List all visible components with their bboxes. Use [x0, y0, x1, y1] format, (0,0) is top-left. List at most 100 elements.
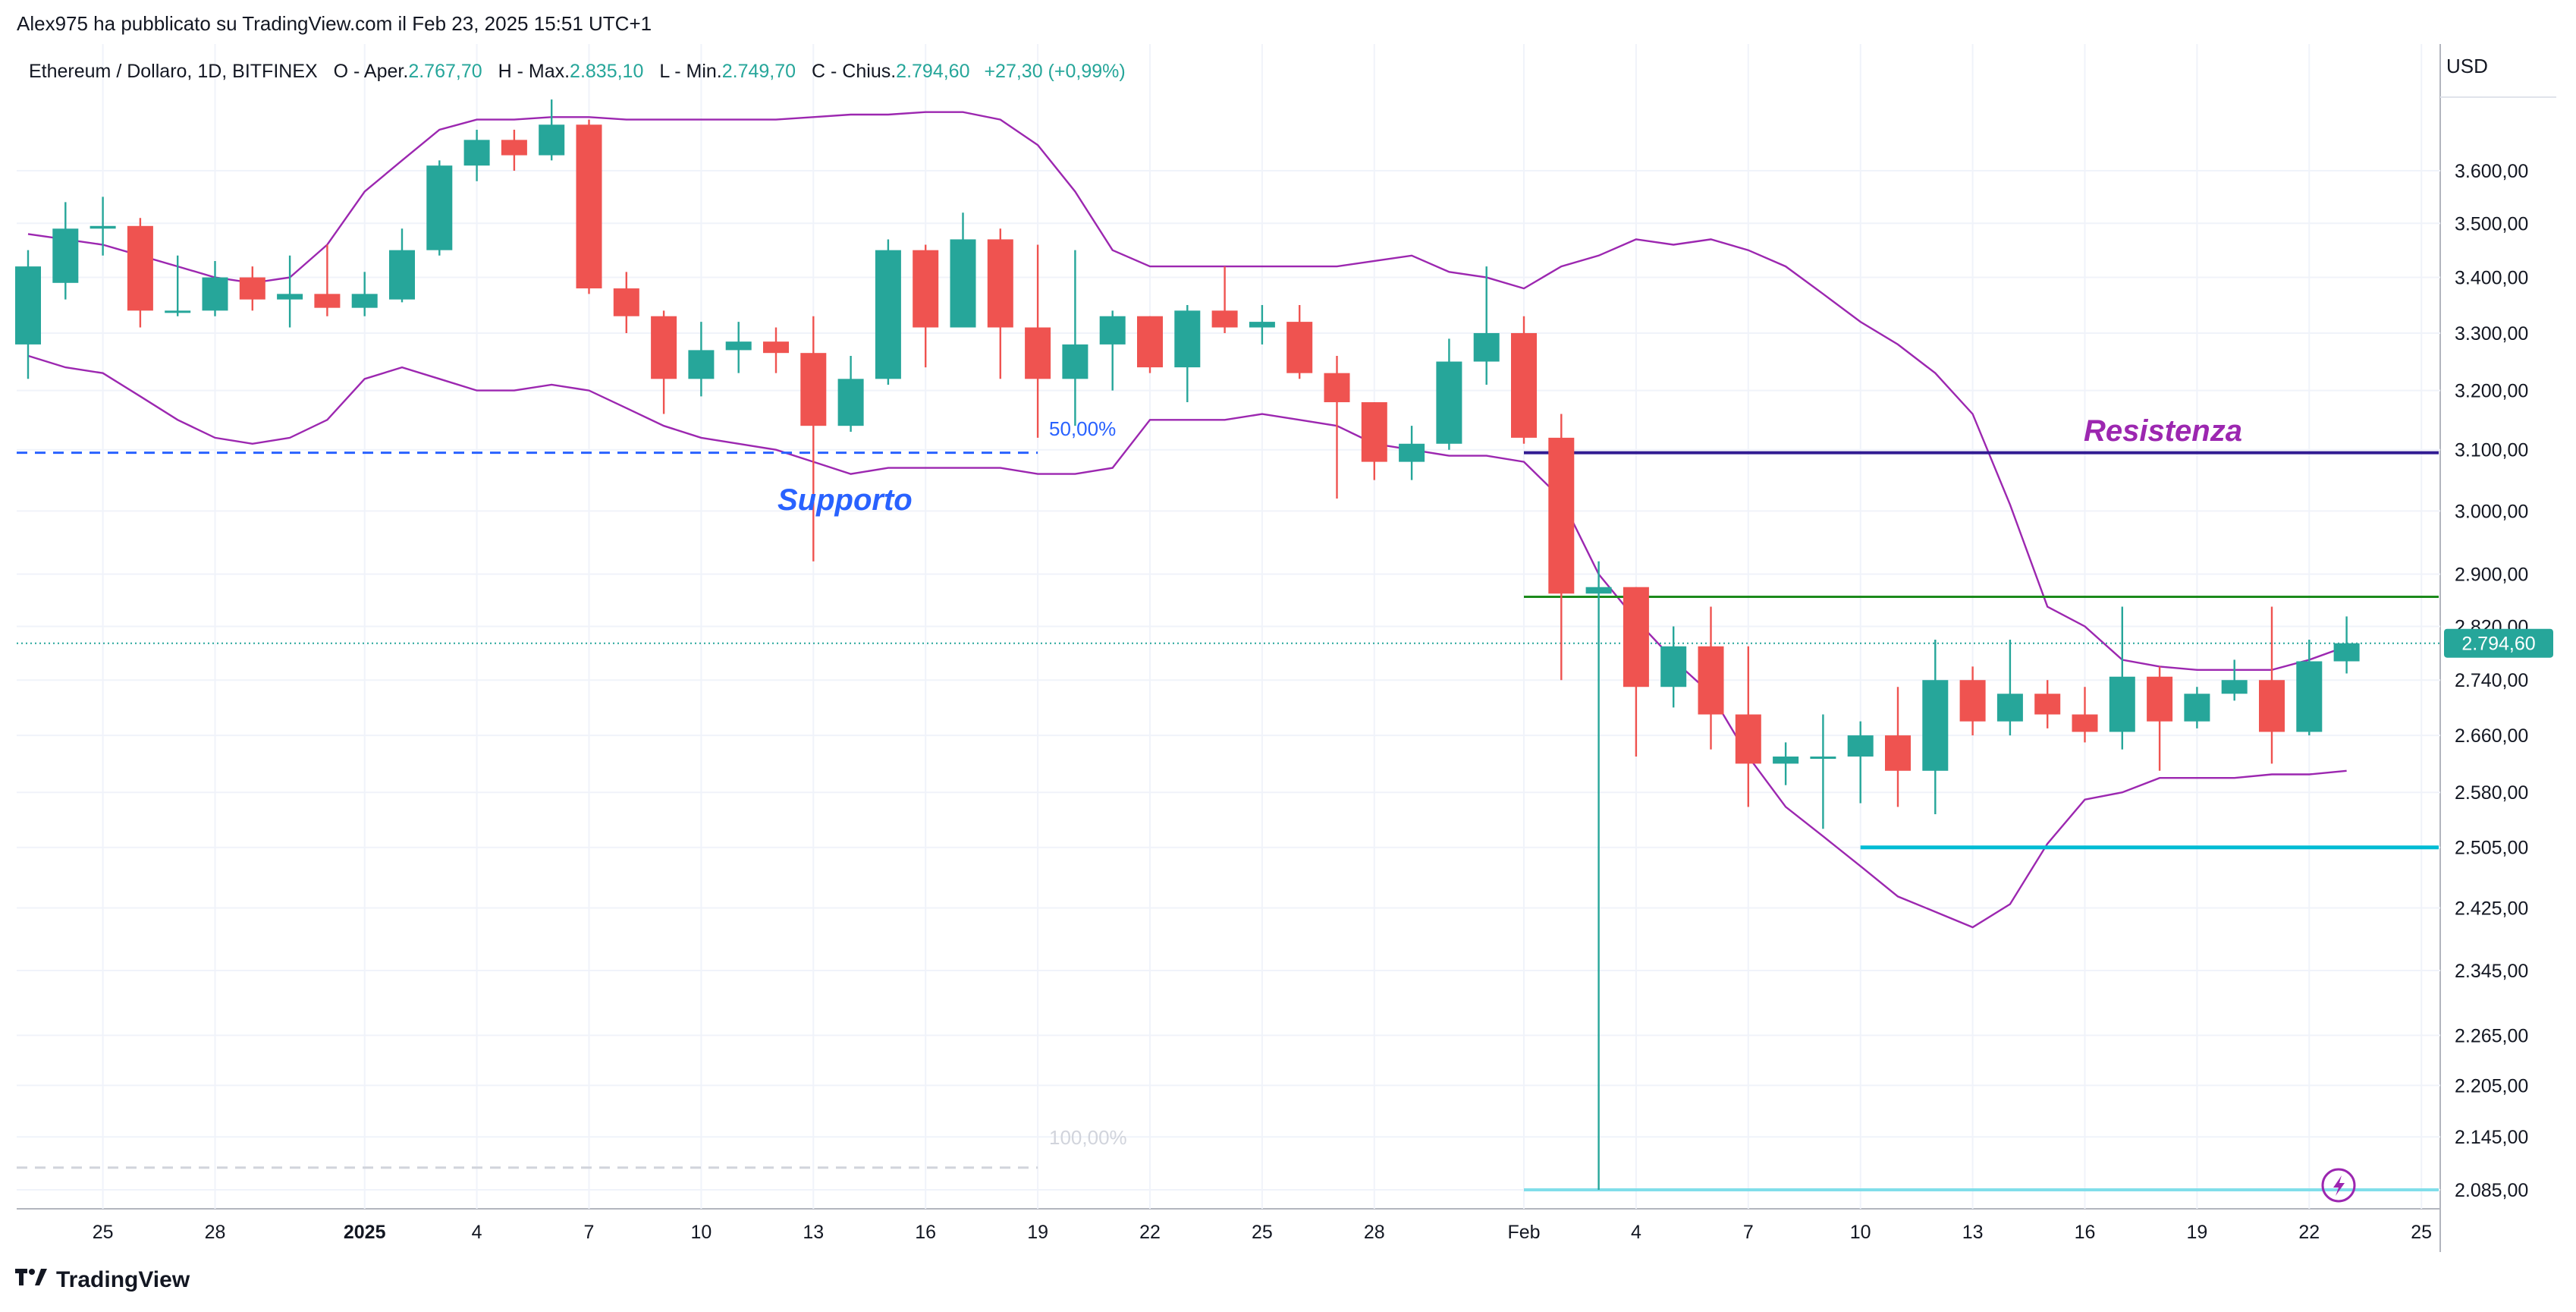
- time-tick-label: 19: [2186, 1222, 2207, 1243]
- candle: [1399, 426, 1425, 480]
- candle-body: [463, 140, 490, 166]
- candle-body: [1099, 316, 1126, 345]
- candle-body: [426, 165, 453, 250]
- price-tick-label: 2.900,00: [2455, 565, 2528, 586]
- candle-body: [90, 225, 116, 229]
- candle-body: [1698, 646, 1724, 715]
- candle: [1698, 606, 1724, 750]
- legend-open-label: O - Aper.: [334, 61, 409, 82]
- price-tick-label: 2.425,00: [2455, 898, 2528, 920]
- candle: [2296, 639, 2323, 736]
- candle: [1436, 338, 1462, 450]
- time-tick-label: 4: [472, 1222, 482, 1243]
- price-levels: [17, 451, 2440, 1191]
- candle: [239, 266, 265, 311]
- price-tick-label: 3.300,00: [2455, 323, 2528, 345]
- time-tick-label: 16: [2075, 1222, 2096, 1243]
- candle-body: [389, 250, 415, 300]
- candle-body: [651, 316, 677, 379]
- candle-body: [1473, 332, 1500, 362]
- candle-body: [800, 353, 827, 426]
- candle-body: [1211, 310, 1238, 328]
- time-tick-label: 25: [2411, 1222, 2432, 1243]
- price-tick-label: 3.600,00: [2455, 161, 2528, 182]
- candle: [1324, 355, 1350, 499]
- currency-button[interactable]: USD: [2446, 55, 2488, 77]
- candle-body: [1548, 437, 1575, 594]
- candle: [1660, 626, 1687, 708]
- lightning-icon[interactable]: [2321, 1168, 2356, 1203]
- price-tick-label: 2.085,00: [2455, 1180, 2528, 1201]
- candle: [1511, 316, 1537, 444]
- candle: [90, 197, 116, 256]
- candle-body: [1735, 714, 1761, 764]
- price-tag: 2.794,60: [2444, 628, 2553, 658]
- candle-body: [277, 294, 303, 300]
- candle: [1025, 244, 1051, 438]
- time-axis[interactable]: 25 28 2025 4 7 10 13 16 19 22 25 28 Feb 4 7 10 13 16 19 22 2…: [93, 1222, 2432, 1243]
- legend-change: +27,30 (+0,99%): [984, 61, 1125, 82]
- price-tick-label: 3.200,00: [2455, 381, 2528, 402]
- candle: [1137, 316, 1163, 373]
- candle-body: [763, 341, 789, 354]
- legend-close-value: 2.794,60: [896, 61, 969, 82]
- legend-close-label: C - Chius.: [812, 61, 896, 82]
- candle-body: [1810, 756, 1836, 759]
- candle: [987, 228, 1013, 379]
- candle-body: [2147, 676, 2173, 722]
- candle: [1922, 639, 1949, 814]
- support-label: Supporto: [778, 483, 913, 517]
- candle: [2072, 687, 2098, 743]
- ohlc-legend: Ethereum / Dollaro, 1D, BITFINEX O - Ape…: [29, 61, 1126, 82]
- candle: [651, 310, 677, 414]
- time-tick-label: 25: [93, 1222, 114, 1243]
- candle-body: [501, 140, 527, 156]
- candle-body: [913, 250, 939, 328]
- price-tick-label: 3.100,00: [2455, 440, 2528, 461]
- candles: [15, 99, 2360, 1190]
- candle-body: [2034, 694, 2061, 715]
- publisher-header: Alex975 ha pubblicato su TradingView.com…: [17, 12, 652, 35]
- time-tick-label: 2025: [344, 1222, 386, 1243]
- bollinger-bands: [27, 111, 2348, 929]
- candle-body: [539, 124, 565, 156]
- time-tick-label: 13: [1962, 1222, 1984, 1243]
- candle-body: [837, 379, 864, 426]
- time-tick-label: 10: [690, 1222, 712, 1243]
- price-tick-label: 2.660,00: [2455, 725, 2528, 747]
- candle-body: [1137, 316, 1163, 368]
- time-tick-label: 10: [1850, 1222, 1871, 1243]
- candle: [2034, 680, 2061, 728]
- time-tick-label: 25: [1252, 1222, 1273, 1243]
- candle: [1286, 304, 1313, 379]
- candle: [15, 250, 41, 379]
- time-tick-label: 16: [915, 1222, 936, 1243]
- candle: [165, 255, 191, 316]
- candle-body: [1324, 373, 1350, 403]
- candle: [1623, 587, 1649, 757]
- time-tick-label: 28: [205, 1222, 226, 1243]
- candle: [1361, 402, 1387, 480]
- candle: [1473, 266, 1500, 385]
- candle-body: [202, 277, 228, 311]
- tradingview-logo-icon: [15, 1267, 49, 1293]
- time-tick-label: 4: [1631, 1222, 1641, 1243]
- candle-body: [15, 266, 41, 345]
- candle: [1847, 721, 1874, 804]
- candle: [2221, 659, 2248, 701]
- price-axis[interactable]: 3.600,00 3.500,00 3.400,00 3.300,00 3.200,00…: [2455, 161, 2528, 1201]
- candle: [389, 228, 415, 303]
- price-tick-label: 2.205,00: [2455, 1075, 2528, 1096]
- candle-body: [1959, 680, 1986, 722]
- candle-body: [1773, 756, 1799, 764]
- candle: [202, 260, 228, 316]
- candle: [763, 327, 789, 373]
- candle: [1735, 646, 1761, 807]
- price-tick-label: 2.145,00: [2455, 1127, 2528, 1148]
- tradingview-logo[interactable]: TradingView: [15, 1267, 190, 1293]
- candle-body: [314, 294, 341, 308]
- candle-body: [950, 239, 976, 328]
- candle-body: [1025, 327, 1051, 379]
- candle: [613, 272, 639, 333]
